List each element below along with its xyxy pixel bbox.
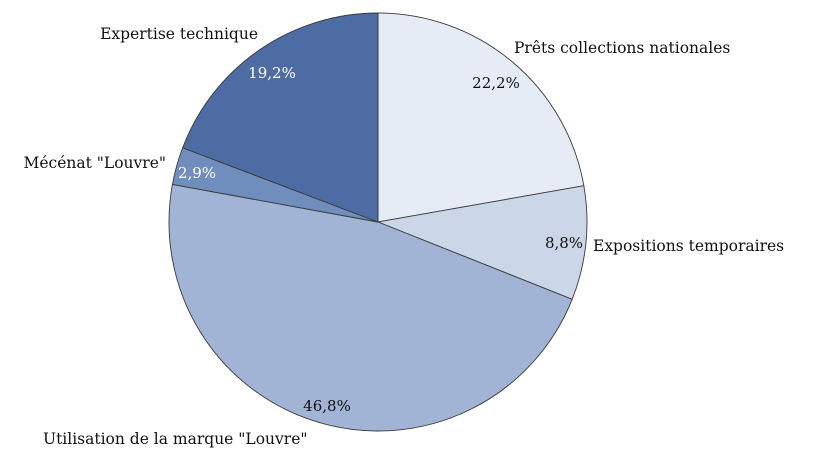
slice-value-label-expertise: 19,2% <box>248 64 296 82</box>
pie-slice-expertise <box>182 12 379 223</box>
pie-slice-marque <box>168 183 573 432</box>
slice-label-marque: Utilisation de la marque "Louvre" <box>43 430 308 448</box>
pie-slices <box>168 12 588 432</box>
slice-value-label-marque: 46,8% <box>303 397 351 415</box>
slice-label-prets: Prêts collections nationales <box>514 39 730 57</box>
slice-label-expertise: Expertise technique <box>100 25 258 43</box>
slice-value-label-prets: 22,2% <box>472 74 520 92</box>
slice-value-label-mecenat: 2,9% <box>178 164 216 182</box>
slice-label-expositions: Expositions temporaires <box>593 237 784 255</box>
pie-slice-prets <box>377 12 585 223</box>
pie-slice-expositions <box>376 185 588 300</box>
slice-value-label-expositions: 8,8% <box>545 234 583 252</box>
slice-label-mecenat: Mécénat "Louvre" <box>24 154 166 172</box>
